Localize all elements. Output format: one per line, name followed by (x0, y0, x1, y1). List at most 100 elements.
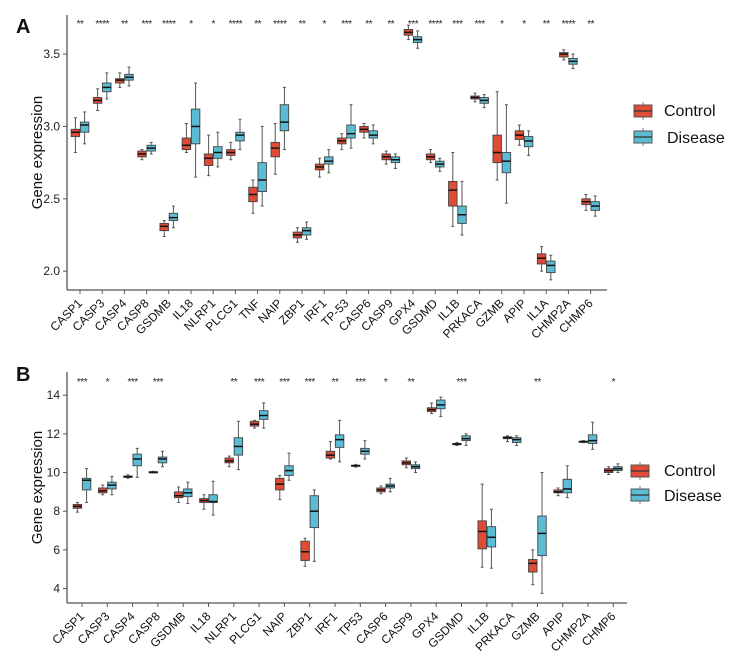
significance-marker: *** (305, 377, 316, 388)
box-iqr (157, 456, 168, 464)
box-control (70, 117, 81, 153)
box-iqr (235, 131, 245, 142)
box-disease (235, 118, 245, 151)
box-iqr (562, 478, 572, 494)
box-disease (390, 153, 401, 169)
significance-marker: * (106, 377, 110, 388)
significance-marker: *** (128, 377, 139, 388)
box-disease (461, 433, 471, 446)
significance-marker: *** (254, 377, 265, 388)
significance-marker: ** (121, 19, 128, 30)
box-disease (183, 481, 193, 504)
significance-marker: **** (273, 19, 287, 30)
box-control (249, 419, 260, 429)
significance-marker: * (384, 377, 388, 388)
legend-item-disease: Disease (633, 128, 725, 147)
box-disease (309, 489, 319, 562)
box-iqr (257, 162, 267, 193)
box-iqr (208, 494, 218, 503)
significance-marker: **** (428, 19, 442, 30)
box-disease (360, 440, 370, 460)
significance-marker: *** (153, 377, 164, 388)
box-disease (410, 461, 421, 474)
legend-disease-label: Disease (667, 130, 725, 147)
box-disease (512, 435, 522, 446)
legend-item-control: Control (633, 102, 716, 120)
significance-marker: *** (142, 19, 153, 30)
box-disease (501, 104, 512, 204)
significance-marker: ** (77, 19, 84, 30)
significance-marker: ** (543, 19, 550, 30)
y-tick-label: 4 (53, 582, 60, 596)
y-tick-label: 3.5 (43, 47, 60, 61)
box-control (359, 123, 369, 139)
box-control (300, 537, 310, 567)
significance-b: *** * *** *** ** *** *** *** ** *** * ** *** ** * (77, 377, 616, 388)
significance-marker: * (322, 19, 326, 30)
legend-item-disease: Disease (630, 486, 722, 505)
significance-marker: ** (587, 19, 594, 30)
box-disease (479, 94, 489, 109)
significance-marker: * (211, 19, 215, 30)
legend-control-label: Control (664, 103, 716, 120)
box-control (536, 246, 547, 272)
box-control (514, 124, 525, 146)
box-control (72, 501, 83, 513)
significance-marker: *** (279, 377, 290, 388)
significance-marker: *** (355, 377, 366, 388)
legend-disease-label: Disease (664, 488, 722, 505)
y-axis-label-a: Gene expression (29, 96, 46, 209)
y-tick-label: 2.0 (43, 264, 60, 278)
box-disease (190, 82, 201, 178)
box-disease (523, 130, 534, 156)
box-iqr (132, 453, 142, 467)
box-control (351, 463, 361, 468)
box-control (97, 484, 108, 496)
box-iqr (528, 559, 538, 573)
box-control (314, 157, 325, 178)
significance-marker: ** (230, 377, 237, 388)
box-disease (208, 480, 218, 516)
significance-marker: *** (341, 19, 352, 30)
legend-b: Control Disease (630, 462, 722, 505)
y-tick-label: 12 (47, 427, 61, 441)
category-label: APIP (500, 296, 529, 325)
y-tick-label: 14 (47, 388, 61, 402)
significance-marker: * (189, 19, 193, 30)
box-control (448, 152, 458, 227)
significance-marker: ** (534, 377, 541, 388)
significance-marker: *** (408, 19, 419, 30)
box-disease (590, 195, 600, 217)
significance-marker: ** (332, 377, 339, 388)
box-iqr (477, 520, 487, 550)
box-control (502, 435, 513, 443)
box-disease (368, 124, 378, 145)
box-control (226, 141, 236, 161)
box-disease (613, 463, 623, 474)
box-control (452, 442, 462, 446)
box-control (470, 92, 480, 103)
box-control (425, 149, 436, 164)
category-label: NAIP (260, 609, 290, 639)
box-control (401, 457, 411, 469)
significance-marker: ** (299, 19, 306, 30)
box-disease (157, 450, 168, 468)
box-control (203, 134, 214, 177)
category-labels-b: CASP1CASP3CASP4CASP8GSDMBIL18NLRP1PLCG1N… (49, 609, 618, 654)
box-disease (435, 157, 445, 172)
box-control (199, 494, 209, 510)
box-control (426, 402, 437, 415)
box-disease (412, 30, 423, 49)
y-tick-label: 10 (47, 466, 61, 480)
legend-item-control: Control (630, 462, 716, 480)
significance-marker: **** (562, 19, 576, 30)
box-iqr (300, 540, 310, 561)
box-control (148, 470, 159, 474)
significance-marker: * (612, 377, 616, 388)
box-disease (457, 180, 467, 236)
significance-marker: * (500, 19, 504, 30)
box-control (581, 193, 591, 211)
significance-marker: **** (229, 19, 243, 30)
